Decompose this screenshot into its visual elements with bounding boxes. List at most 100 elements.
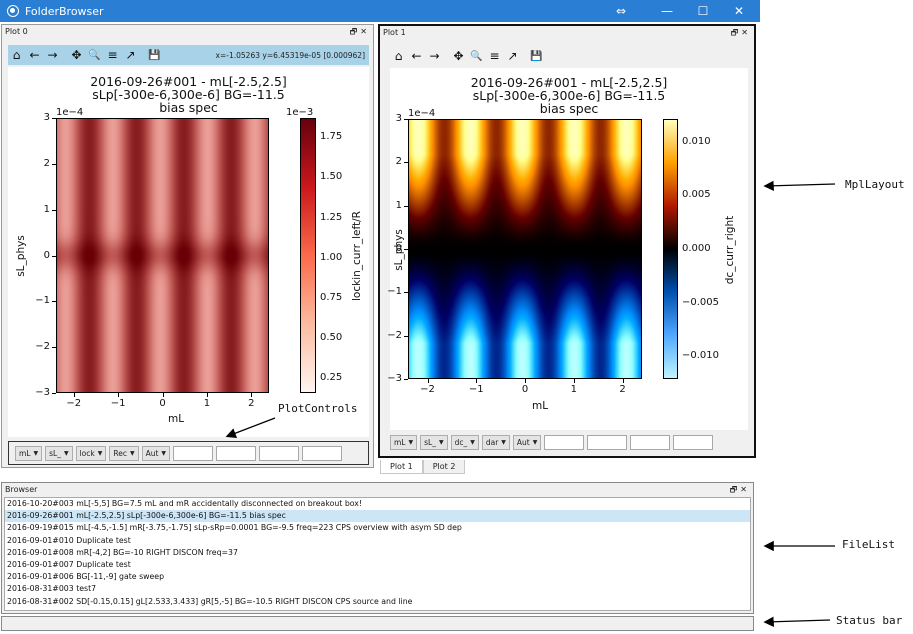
y-tick-mark (52, 347, 56, 349)
range-input-2[interactable] (587, 434, 628, 450)
x-tick-mark (118, 393, 120, 397)
x-tick-label: −1 (110, 398, 126, 409)
plot0-title-line3: bias spec (159, 100, 218, 115)
x-tick-mark (427, 379, 429, 383)
y-tick-label: −1 (35, 295, 50, 307)
pan-icon[interactable]: ✥ (453, 49, 464, 63)
plot1-dock-controls[interactable]: 🗗✕ (730, 28, 751, 37)
y-tick-mark (404, 119, 408, 120)
zoom-icon[interactable]: 🔍 (470, 50, 483, 62)
plot0-figure[interactable]: 2016-09-26#001 - mL[-2.5,2.5] sLp[-300e-… (8, 67, 369, 437)
file-list[interactable]: 2016-10-20#003 mL[-5,5] BG=7.5 mL and mR… (4, 497, 751, 611)
file-list-item[interactable]: 2016-09-01#007 Duplicate test (7, 559, 131, 569)
plot1-colorbar (663, 119, 678, 379)
colormap-select[interactable]: dar ▼ (481, 434, 510, 450)
forward-arrow-icon[interactable]: → (47, 48, 58, 62)
autoscale-select[interactable]: Aut ▼ (512, 434, 542, 450)
range-input-4[interactable] (673, 434, 714, 450)
tab-plot-1[interactable]: Plot 1 (380, 460, 423, 474)
plot1-mpl-toolbar: ⌂ ← → ✥ 🔍 ≡ ↗ 💾 (390, 46, 750, 66)
layout-toggle-button[interactable]: ⇔ (615, 4, 627, 18)
dropdown-arrow-icon: ▼ (438, 438, 444, 446)
file-list-item[interactable]: 2016-09-26#001 mL[-2.5,2.5] sLp[-300e-6,… (5, 510, 750, 523)
browser-dock-controls[interactable]: 🗗✕ (729, 485, 750, 494)
minimize-button[interactable]: — (661, 4, 673, 18)
plot1-heatmap[interactable] (408, 119, 642, 379)
y-tick-mark (52, 301, 56, 303)
subplots-icon[interactable]: ≡ (489, 49, 500, 63)
zoom-icon[interactable]: 🔍 (88, 49, 101, 61)
colorbar-tick-label: 0.000 (682, 243, 711, 254)
forward-arrow-icon[interactable]: → (429, 49, 440, 63)
plot0-title-line1: 2016-09-26#001 - mL[-2.5,2.5] (90, 74, 287, 89)
y-axis-select[interactable]: sL_ ▼ (420, 434, 448, 450)
edit-axes-icon[interactable]: ↗ (125, 48, 136, 62)
plot0-dock: Plot 0 🗗✕ ⌂ ← → ✥ 🔍 ≡ ↗ 💾 x=-1.05263 y=6… (1, 24, 374, 468)
pan-icon[interactable]: ✥ (71, 48, 82, 62)
maximize-button[interactable]: ☐ (697, 4, 709, 18)
data-select[interactable]: dc_ ▼ (450, 434, 479, 450)
x-tick-mark (206, 393, 208, 397)
range-input-4[interactable] (302, 445, 343, 461)
window-title: FolderBrowser (25, 4, 104, 18)
y-tick-mark (52, 255, 56, 257)
colormap-select[interactable]: Rec ▼ (109, 445, 139, 461)
statusbar-arrow (763, 616, 831, 627)
x-axis-select[interactable]: mL ▼ (15, 445, 43, 461)
save-icon[interactable]: 💾 (148, 49, 161, 61)
x-tick-mark (622, 379, 624, 383)
range-input-1[interactable] (173, 445, 214, 461)
back-arrow-icon[interactable]: ← (29, 48, 40, 62)
data-select[interactable]: lock ▼ (75, 445, 107, 461)
subplots-icon[interactable]: ≡ (107, 48, 118, 62)
plot1-xlabel: mL (532, 400, 549, 412)
x-axis-select[interactable]: mL ▼ (390, 434, 418, 450)
file-list-item[interactable]: 2016-09-19#015 mL[-4.5,-1.5] mR[-3.75,-1… (7, 523, 462, 533)
file-list-item[interactable]: 2016-09-01#008 mR[-4,2] BG=-10 RIGHT DIS… (7, 547, 238, 557)
y-axis-select[interactable]: sL_ ▼ (45, 445, 73, 461)
home-icon[interactable]: ⌂ (394, 49, 403, 63)
x-tick-label: −2 (420, 384, 435, 395)
plot0-colorbar (300, 118, 316, 393)
home-icon[interactable]: ⌂ (12, 48, 21, 62)
close-button[interactable]: ✕ (733, 4, 745, 18)
autoscale-select[interactable]: Aut ▼ (141, 445, 171, 461)
mpllayout-annotation: MplLayout (845, 178, 905, 191)
file-list-item[interactable]: 2016-09-01#010 Duplicate test (7, 535, 131, 545)
range-input-3[interactable] (630, 434, 671, 450)
y-tick-mark (404, 379, 408, 380)
file-list-item[interactable]: 2016-10-20#003 mL[-5,5] BG=7.5 mL and mR… (7, 499, 363, 508)
range-input-2[interactable] (216, 445, 257, 461)
x-tick-label: 1 (570, 384, 577, 395)
dropdown-arrow-icon: ▼ (470, 438, 475, 446)
heatmap-canvas (57, 119, 268, 392)
x-tick-mark (73, 393, 75, 397)
plot1-title-line3: bias spec (539, 101, 599, 116)
edit-axes-icon[interactable]: ↗ (507, 49, 518, 63)
range-input-1[interactable] (544, 434, 585, 450)
file-list-item[interactable]: 2016-09-01#006 BG[-11,-9] gate sweep (7, 572, 165, 582)
plot0-heatmap[interactable] (56, 118, 269, 393)
plot0-dock-controls[interactable]: 🗗✕ (349, 27, 370, 36)
back-arrow-icon[interactable]: ← (411, 49, 422, 63)
colorbar-tick-label: 1.50 (320, 171, 343, 183)
y-tick-mark (52, 393, 56, 394)
y-tick-mark (404, 335, 408, 337)
dropdown-arrow-icon: ▼ (161, 449, 167, 457)
y-tick-label: 3 (43, 112, 50, 123)
range-input-3[interactable] (259, 445, 300, 461)
dropdown-arrow-icon: ▼ (532, 438, 538, 446)
save-icon[interactable]: 💾 (530, 50, 543, 62)
file-list-item[interactable]: 2016-08-31#003 test7 (7, 584, 97, 594)
x-tick-mark (162, 393, 164, 397)
filelist-annotation: FileList (842, 538, 895, 551)
plot1-title-line1: 2016-09-26#001 - mL[-2.5,2.5] (470, 75, 668, 90)
colorbar-tick-label: 0.005 (682, 189, 711, 201)
tab-plot-2[interactable]: Plot 2 (422, 460, 466, 474)
file-list-item[interactable]: 2016-08-31#002 SD[-0.15,0.15] gL[2.533,3… (7, 596, 413, 606)
plot1-figure[interactable]: 2016-09-26#001 - mL[-2.5,2.5] sLp[-300e-… (387, 68, 748, 430)
plot1-dock: Plot 1 🗗✕ ⌂ ← → ✥ 🔍 ≡ ↗ 💾 2016-09-26#001… (378, 24, 756, 458)
y-tick-label: 2 (395, 156, 402, 168)
y-tick-mark (404, 249, 408, 250)
dropdown-arrow-icon: ▼ (408, 438, 414, 446)
